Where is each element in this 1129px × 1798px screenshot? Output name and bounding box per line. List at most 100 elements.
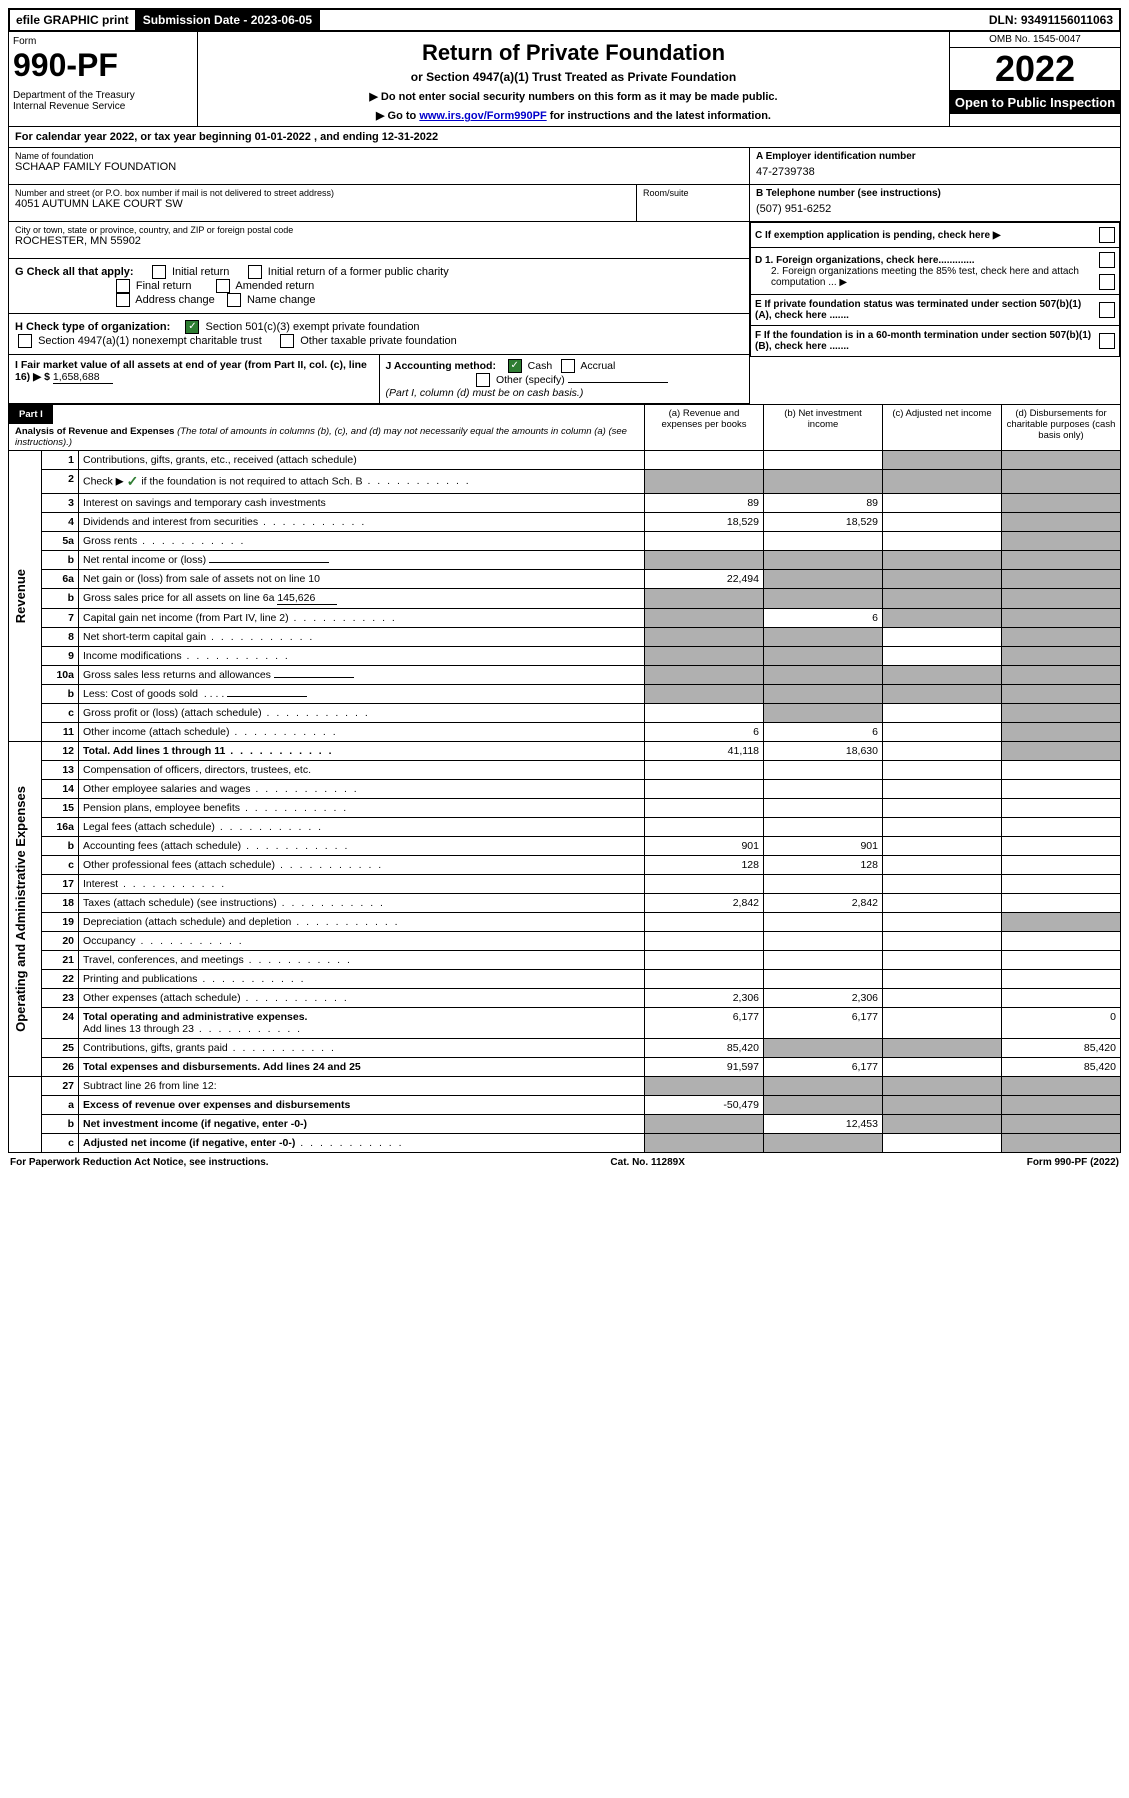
- amended-return-checkbox[interactable]: [216, 279, 230, 293]
- table-row: bAccounting fees (attach schedule)901901: [9, 837, 1121, 856]
- section-c: C If exemption application is pending, c…: [750, 222, 1120, 248]
- row-num: a: [42, 1096, 79, 1115]
- row-num: 14: [42, 780, 79, 799]
- row-desc: Contributions, gifts, grants paid: [79, 1039, 645, 1058]
- submission-date: Submission Date - 2023-06-05: [137, 10, 320, 30]
- row-num: 23: [42, 989, 79, 1008]
- row-num: 18: [42, 894, 79, 913]
- row-desc: Other expenses (attach schedule): [79, 989, 645, 1008]
- row-num: 2: [42, 470, 79, 494]
- address-change-checkbox[interactable]: [116, 293, 130, 307]
- name-change-checkbox[interactable]: [227, 293, 241, 307]
- table-row: bNet rental income or (loss): [9, 551, 1121, 570]
- efile-label[interactable]: efile GRAPHIC print: [10, 10, 137, 30]
- final-return-checkbox[interactable]: [116, 279, 130, 293]
- c-checkbox[interactable]: [1099, 227, 1115, 243]
- table-row: 25Contributions, gifts, grants paid85,42…: [9, 1039, 1121, 1058]
- initial-former-checkbox[interactable]: [248, 265, 262, 279]
- table-row: 22Printing and publications: [9, 970, 1121, 989]
- other-taxable-label: Other taxable private foundation: [300, 335, 457, 347]
- table-row: cGross profit or (loss) (attach schedule…: [9, 704, 1121, 723]
- 4947-checkbox[interactable]: [18, 334, 32, 348]
- phone-label: B Telephone number (see instructions): [756, 188, 1114, 199]
- cell-a: 2,842: [645, 894, 764, 913]
- dept-label: Department of the Treasury: [13, 90, 193, 101]
- footer-left: For Paperwork Reduction Act Notice, see …: [10, 1157, 269, 1168]
- table-row: 18Taxes (attach schedule) (see instructi…: [9, 894, 1121, 913]
- d2-checkbox[interactable]: [1099, 274, 1115, 290]
- cell-b: 18,529: [764, 513, 883, 532]
- g-label: G Check all that apply:: [15, 266, 134, 278]
- calendar-year-row: For calendar year 2022, or tax year begi…: [8, 127, 1121, 148]
- row-desc: Gross profit or (loss) (attach schedule): [79, 704, 645, 723]
- row-desc: Income modifications: [79, 647, 645, 666]
- e-checkbox[interactable]: [1099, 302, 1115, 318]
- e-label: E If private foundation status was termi…: [755, 299, 1093, 321]
- cell-b: 2,306: [764, 989, 883, 1008]
- cell-d: 85,420: [1002, 1058, 1121, 1077]
- other-taxable-checkbox[interactable]: [280, 334, 294, 348]
- row-num: 26: [42, 1058, 79, 1077]
- col-b-header: (b) Net investment income: [764, 405, 883, 451]
- d1-checkbox[interactable]: [1099, 252, 1115, 268]
- part1-label: Part I: [9, 405, 53, 424]
- table-row: 24Total operating and administrative exp…: [9, 1008, 1121, 1039]
- cash-checkbox[interactable]: ✓: [508, 359, 522, 373]
- row-desc: Contributions, gifts, grants, etc., rece…: [79, 451, 645, 470]
- accrual-checkbox[interactable]: [561, 359, 575, 373]
- row-desc: Total expenses and disbursements. Add li…: [79, 1058, 645, 1077]
- table-row: bLess: Cost of goods sold . . . .: [9, 685, 1121, 704]
- initial-return-checkbox[interactable]: [152, 265, 166, 279]
- row-num: b: [42, 589, 79, 609]
- city-state-zip: ROCHESTER, MN 55902: [15, 235, 743, 247]
- row-num: 27: [42, 1077, 79, 1096]
- cell-a: 2,306: [645, 989, 764, 1008]
- entity-info-grid: Name of foundation SCHAAP FAMILY FOUNDAT…: [8, 148, 1121, 404]
- f-checkbox[interactable]: [1099, 333, 1115, 349]
- row-num: b: [42, 1115, 79, 1134]
- row-num: 8: [42, 628, 79, 647]
- table-row: 6aNet gain or (loss) from sale of assets…: [9, 570, 1121, 589]
- cell-c: [883, 451, 1002, 470]
- row-num: 25: [42, 1039, 79, 1058]
- h-label: H Check type of organization:: [15, 321, 170, 333]
- gross-sales-value: 145,626: [277, 592, 337, 605]
- table-row: 9Income modifications: [9, 647, 1121, 666]
- row-num: b: [42, 685, 79, 704]
- row-desc: Net investment income (if negative, ente…: [79, 1115, 645, 1134]
- col-c-header: (c) Adjusted net income: [883, 405, 1002, 451]
- 501c3-checkbox[interactable]: ✓: [185, 320, 199, 334]
- table-row: cAdjusted net income (if negative, enter…: [9, 1134, 1121, 1153]
- cell-b: 6: [764, 609, 883, 628]
- table-row: 10aGross sales less returns and allowanc…: [9, 666, 1121, 685]
- row-desc: Total operating and administrative expen…: [79, 1008, 645, 1039]
- row-num: c: [42, 856, 79, 875]
- part1-title: Analysis of Revenue and Expenses: [15, 426, 174, 437]
- other-method-label: Other (specify): [496, 374, 565, 386]
- other-method-checkbox[interactable]: [476, 373, 490, 387]
- table-row: aExcess of revenue over expenses and dis…: [9, 1096, 1121, 1115]
- initial-return-label: Initial return: [172, 266, 229, 278]
- j-note: (Part I, column (d) must be on cash basi…: [386, 387, 584, 399]
- row-desc: Excess of revenue over expenses and disb…: [79, 1096, 645, 1115]
- phone-value: (507) 951-6252: [756, 203, 1114, 215]
- tax-year: 2022: [950, 48, 1120, 91]
- form-label: Form: [13, 36, 193, 47]
- col-a-header: (a) Revenue and expenses per books: [645, 405, 764, 451]
- row-desc: Net short-term capital gain: [79, 628, 645, 647]
- irs-link[interactable]: www.irs.gov/Form990PF: [419, 110, 546, 122]
- table-row: Revenue 1 Contributions, gifts, grants, …: [9, 451, 1121, 470]
- cell-b: 6,177: [764, 1058, 883, 1077]
- row-num: b: [42, 837, 79, 856]
- f-label: F If the foundation is in a 60-month ter…: [755, 330, 1093, 352]
- row-num: 9: [42, 647, 79, 666]
- cell-a: 91,597: [645, 1058, 764, 1077]
- row-desc: Printing and publications: [79, 970, 645, 989]
- footer-right: Form 990-PF (2022): [1027, 1157, 1119, 1168]
- row-desc: Gross rents: [79, 532, 645, 551]
- cell-b: 12,453: [764, 1115, 883, 1134]
- cell-a: 128: [645, 856, 764, 875]
- row-desc: Interest: [79, 875, 645, 894]
- row-desc: Dividends and interest from securities: [79, 513, 645, 532]
- opex-side-label: Operating and Administrative Expenses: [13, 786, 28, 1032]
